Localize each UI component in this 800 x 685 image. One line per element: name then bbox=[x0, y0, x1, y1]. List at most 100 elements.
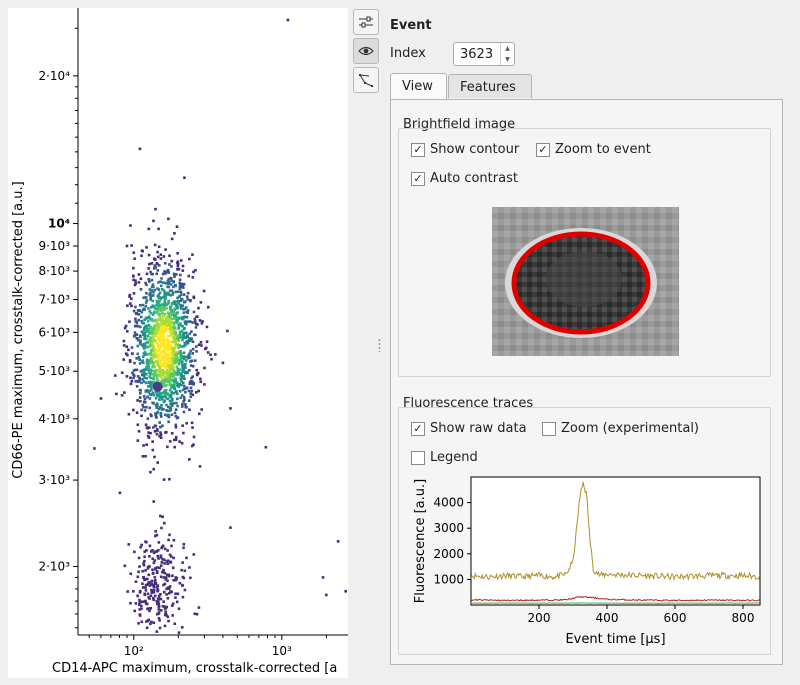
scatter-point bbox=[180, 380, 183, 383]
scatter-point bbox=[183, 377, 186, 381]
scatter-point bbox=[174, 408, 178, 411]
scatter-point bbox=[124, 324, 128, 328]
scatter-point bbox=[134, 282, 138, 285]
scatter-point bbox=[172, 338, 176, 342]
scatter-point bbox=[159, 303, 163, 307]
scatter-point bbox=[192, 296, 196, 300]
scatter-point bbox=[161, 288, 164, 291]
index-value[interactable]: 3623 bbox=[460, 47, 494, 62]
brightfield-image bbox=[492, 207, 679, 356]
scatter-point bbox=[181, 424, 184, 427]
scatter-point bbox=[137, 556, 141, 560]
scatter-point bbox=[177, 346, 180, 350]
settings-button[interactable] bbox=[353, 9, 379, 35]
zoom-experimental-box[interactable] bbox=[542, 421, 556, 436]
scatter-point bbox=[172, 353, 176, 356]
y-axis-label: CD66-PE maximum, crosstalk-corrected [a.… bbox=[11, 181, 26, 478]
scatter-plot[interactable]: 2·10⁴ 10⁴ 9·10³ 8·10³ 7·10³ 6·10³ 5·10³ 4·10³ 3·… bbox=[8, 8, 348, 678]
scatter-point bbox=[181, 595, 185, 599]
scatter-point bbox=[158, 339, 162, 343]
index-spinbox[interactable]: 3623 ▲ ▼ bbox=[453, 42, 515, 66]
fluorescence-plot[interactable]: 1000 2000 3000 4000 200 400 600 800 Event time [… bbox=[408, 474, 770, 648]
scatter-point bbox=[170, 367, 173, 370]
scatter-point bbox=[172, 380, 176, 383]
scatter-point bbox=[159, 433, 163, 437]
legend-checkbox[interactable]: Legend bbox=[411, 450, 478, 465]
scatter-point bbox=[153, 351, 157, 354]
scatter-point bbox=[155, 432, 159, 436]
scatter-point bbox=[137, 273, 141, 276]
scatter-point bbox=[152, 598, 156, 602]
show-contour-label: Show contour bbox=[430, 142, 520, 157]
poly-select-button[interactable] bbox=[353, 67, 379, 93]
scatter-point bbox=[159, 253, 163, 256]
scatter-point bbox=[140, 620, 144, 624]
tab-features[interactable]: Features bbox=[448, 74, 532, 98]
scatter-point bbox=[164, 576, 168, 579]
scatter-point bbox=[157, 557, 160, 560]
scatter-point bbox=[152, 402, 156, 405]
scatter-point bbox=[156, 336, 160, 339]
scatter-point bbox=[140, 543, 143, 547]
scatter-point bbox=[154, 374, 158, 378]
scatter-point bbox=[150, 348, 153, 352]
scatter-point bbox=[182, 355, 186, 358]
scatter-point bbox=[154, 424, 158, 428]
legend-box[interactable] bbox=[411, 450, 425, 465]
tab-view[interactable]: View bbox=[390, 73, 447, 99]
scatter-point bbox=[166, 291, 169, 295]
scatter-point bbox=[172, 317, 176, 320]
spin-down-icon[interactable]: ▼ bbox=[505, 56, 510, 63]
scatter-point bbox=[170, 279, 173, 283]
scatter-point bbox=[184, 390, 187, 394]
show-raw-box[interactable]: ✓ bbox=[411, 421, 425, 436]
scatter-point bbox=[186, 355, 190, 358]
scatter-point bbox=[155, 427, 159, 431]
scatter-point bbox=[202, 289, 206, 293]
scatter-point bbox=[181, 388, 185, 392]
scatter-point bbox=[155, 378, 159, 381]
scatter-point bbox=[136, 375, 140, 378]
scatter-point bbox=[157, 307, 161, 311]
scatter-point bbox=[144, 301, 148, 304]
spin-up-icon[interactable]: ▲ bbox=[505, 45, 510, 52]
scatter-point bbox=[183, 364, 187, 367]
scatter-point bbox=[162, 281, 165, 285]
scatter-point bbox=[166, 311, 170, 315]
scatter-point bbox=[165, 587, 168, 591]
scatter-point bbox=[156, 589, 160, 592]
show-contour-box[interactable]: ✓ bbox=[411, 142, 425, 157]
scatter-point bbox=[162, 382, 166, 385]
scatter-point bbox=[131, 352, 134, 355]
scatter-point bbox=[172, 336, 175, 339]
scatter-point bbox=[168, 263, 171, 266]
scatter-point bbox=[167, 277, 170, 281]
zoom-to-event-box[interactable]: ✓ bbox=[536, 142, 550, 157]
scatter-point bbox=[171, 346, 174, 350]
splitter-handle[interactable] bbox=[378, 338, 381, 352]
zoom-experimental-checkbox[interactable]: Zoom (experimental) bbox=[542, 421, 699, 436]
selected-event-point[interactable] bbox=[152, 381, 163, 392]
zoom-to-event-checkbox[interactable]: ✓ Zoom to event bbox=[536, 142, 651, 157]
scatter-point bbox=[145, 362, 149, 366]
scatter-point bbox=[159, 316, 162, 320]
scatter-plot-panel[interactable]: 2·10⁴ 10⁴ 9·10³ 8·10³ 7·10³ 6·10³ 5·10³ 4·10³ 3·… bbox=[8, 8, 348, 678]
scatter-point bbox=[173, 275, 176, 279]
scatter-point bbox=[167, 376, 171, 380]
scatter-point bbox=[153, 455, 156, 459]
view-mode-button[interactable] bbox=[353, 38, 379, 64]
scatter-point bbox=[162, 255, 166, 258]
scatter-point bbox=[171, 398, 174, 401]
scatter-point bbox=[142, 395, 146, 398]
show-contour-checkbox[interactable]: ✓ Show contour bbox=[411, 142, 519, 157]
show-raw-checkbox[interactable]: ✓ Show raw data bbox=[411, 421, 527, 436]
scatter-point bbox=[166, 268, 170, 272]
spin-arrows[interactable]: ▲ ▼ bbox=[500, 43, 514, 65]
auto-contrast-checkbox[interactable]: ✓ Auto contrast bbox=[411, 171, 518, 186]
scatter-point bbox=[167, 415, 171, 419]
scatter-point bbox=[163, 363, 166, 367]
scatter-point bbox=[155, 570, 159, 573]
auto-contrast-box[interactable]: ✓ bbox=[411, 171, 425, 186]
scatter-point bbox=[147, 436, 151, 439]
scatter-point bbox=[153, 559, 157, 562]
